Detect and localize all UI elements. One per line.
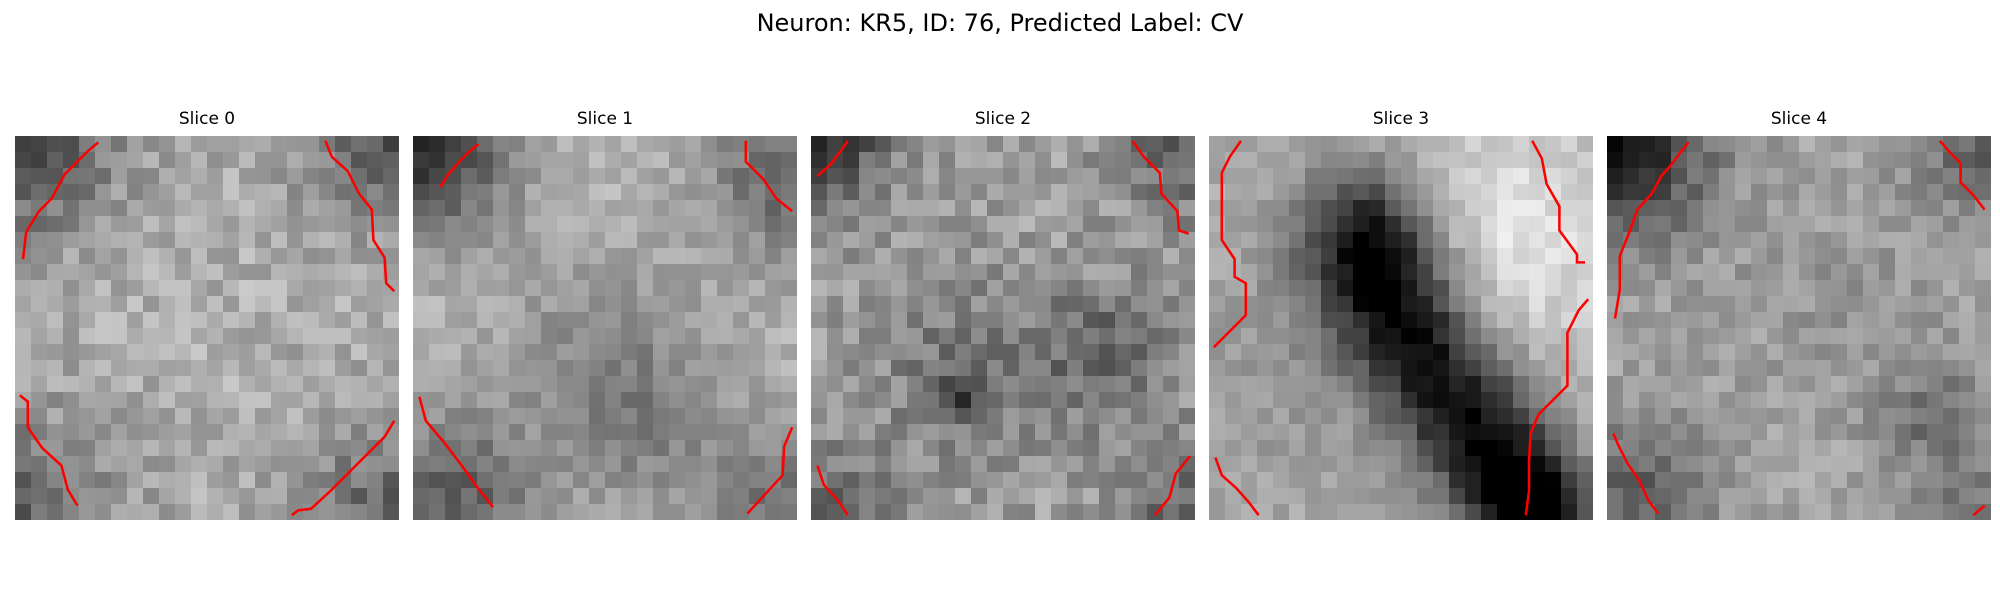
slice-2-contours <box>816 140 1192 517</box>
contour-line <box>816 465 849 516</box>
figure-title: Neuron: KR5, ID: 76, Predicted Label: CV <box>756 9 1244 37</box>
contour-line <box>1131 140 1190 235</box>
contour-line <box>418 396 495 508</box>
contour-line <box>1154 455 1192 517</box>
contour-line <box>816 140 849 177</box>
contour-line <box>1612 433 1660 515</box>
contour-line <box>1214 457 1260 516</box>
contour-line <box>1972 504 1986 517</box>
contour-line <box>439 143 480 188</box>
contour-line <box>21 141 100 260</box>
contour-line <box>324 140 396 293</box>
slice-title-0: Slice 0 <box>178 109 236 129</box>
slice-panel-1: Slice 1 <box>413 108 797 520</box>
slice-0-grayscale <box>15 136 399 520</box>
slice-panel-0: Slice 0 <box>15 108 399 520</box>
slice-1-grayscale <box>413 136 797 520</box>
slice-image-2 <box>811 136 1195 520</box>
contour-line <box>1524 298 1590 516</box>
contour-line <box>19 394 79 507</box>
slice-image-1 <box>413 136 797 520</box>
slice-panel-3: Slice 3 <box>1209 108 1593 520</box>
slice-image-3 <box>1209 136 1593 520</box>
slice-1-contours <box>418 140 794 515</box>
contour-line <box>746 426 794 515</box>
slice-2-grayscale <box>811 136 1195 520</box>
slice-panel-4: Slice 4 <box>1607 108 1991 520</box>
contour-line <box>1531 140 1585 264</box>
slice-title-2: Slice 2 <box>974 109 1032 129</box>
slice-image-0 <box>15 136 399 520</box>
slice-image-4 <box>1607 136 1991 520</box>
slice-0-contours <box>19 140 396 517</box>
slice-4-contours <box>1612 139 1986 517</box>
slice-title-4: Slice 4 <box>1770 109 1828 129</box>
slice-title-3: Slice 3 <box>1372 109 1430 129</box>
slice-4-grayscale <box>1607 136 1991 520</box>
contour-line <box>744 140 793 213</box>
contour-line <box>1212 140 1248 349</box>
slice-3-contours <box>1212 140 1590 516</box>
slice-panel-2: Slice 2 <box>811 108 1195 520</box>
slice-title-1: Slice 1 <box>576 109 634 129</box>
contour-line <box>291 420 396 517</box>
contour-line <box>1938 139 1986 211</box>
contour-line <box>1613 141 1690 319</box>
